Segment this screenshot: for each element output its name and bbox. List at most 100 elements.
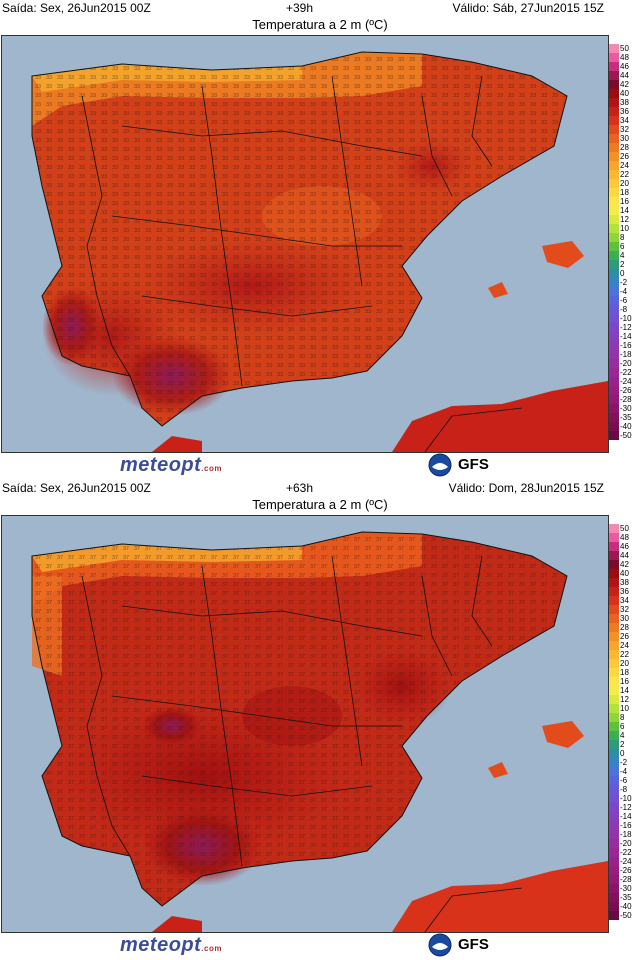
colorbar-swatch <box>609 116 619 126</box>
colorbar-label: -22 <box>620 847 632 857</box>
colorbar-swatch <box>609 803 619 813</box>
colorbar-label: 26 <box>620 151 629 161</box>
colorbar-swatch <box>609 686 619 696</box>
colorbar-swatch <box>609 53 619 63</box>
noaa-logo-icon <box>428 453 452 477</box>
colorbar-swatch <box>609 350 619 360</box>
colorbar-label: 28 <box>620 622 629 632</box>
colorbar-label: -8 <box>620 304 628 314</box>
colorbar-label: -30 <box>620 403 632 413</box>
panel-header: Saída: Sex, 26Jun2015 00Z +39h Válido: S… <box>0 0 640 16</box>
colorbar-swatch <box>609 848 619 858</box>
colorbar-label: 20 <box>620 178 629 188</box>
colorbar-label: 16 <box>620 196 629 206</box>
colorbar-swatch <box>609 215 619 225</box>
colorbar-label: -28 <box>620 874 632 884</box>
colorbar-swatch <box>609 269 619 279</box>
colorbar-swatch <box>609 305 619 315</box>
colorbar-label: -30 <box>620 883 632 893</box>
colorbar-label: 6 <box>620 241 625 251</box>
colorbar-swatch <box>609 641 619 651</box>
colorbar-labels: 50 48 46 44 42 40 38 36 34 32 30 28 26 24 22 20 18 16 14 12… <box>620 44 640 440</box>
colorbar-label: 10 <box>620 703 629 713</box>
panel-footer: meteopt.com GFS <box>0 452 640 480</box>
colorbar-label: -20 <box>620 358 632 368</box>
colorbar-label: 18 <box>620 667 629 677</box>
colorbar-swatch <box>609 80 619 90</box>
colorbar-label: -16 <box>620 820 632 830</box>
colorbar-labels: 50 48 46 44 42 40 38 36 34 32 30 28 26 24 22 20 18 16 14 12… <box>620 524 640 920</box>
colorbar-label: -35 <box>620 892 632 902</box>
colorbar-label: -26 <box>620 385 632 395</box>
balearic-islands <box>488 241 584 298</box>
colorbar-label: 24 <box>620 640 629 650</box>
colorbar-swatch <box>609 359 619 369</box>
colorbar-label: 50 <box>620 523 629 533</box>
colorbar-label: 2 <box>620 739 625 749</box>
colorbar-label: 34 <box>620 115 629 125</box>
colorbar-swatch <box>609 524 619 534</box>
valid-time: Válido: Dom, 28Jun2015 15Z <box>448 481 604 495</box>
colorbar-label: 16 <box>620 676 629 686</box>
forecast-step: +63h <box>286 481 314 495</box>
colorbar-label: 38 <box>620 577 629 587</box>
colorbar-label: -16 <box>620 340 632 350</box>
colorbar-label: -12 <box>620 322 632 332</box>
colorbar-label: -8 <box>620 784 628 794</box>
colorbar-swatch <box>609 152 619 162</box>
colorbar-label: 6 <box>620 721 625 731</box>
colorbar-swatch <box>609 206 619 216</box>
colorbar-label: -24 <box>620 856 632 866</box>
colorbar-swatch <box>609 107 619 117</box>
colorbar-swatch <box>609 332 619 342</box>
colorbar-swatch <box>609 569 619 579</box>
colorbar-label: 40 <box>620 88 629 98</box>
colorbar-label: 12 <box>620 694 629 704</box>
colorbar-label: 24 <box>620 160 629 170</box>
colorbar-swatch <box>609 623 619 633</box>
colorbar-swatch <box>609 821 619 831</box>
colorbar-swatch <box>609 44 619 54</box>
colorbar-swatch <box>609 839 619 849</box>
colorbar-label: -20 <box>620 838 632 848</box>
colorbar-swatch <box>609 161 619 171</box>
meteopt-logo: meteopt.com <box>120 934 222 956</box>
colorbar-swatch <box>609 551 619 561</box>
colorbar-label: 30 <box>620 133 629 143</box>
region-borders <box>31 531 568 932</box>
colorbar-label: -14 <box>620 811 632 821</box>
colorbar-label: 18 <box>620 187 629 197</box>
colorbar-swatch <box>609 740 619 750</box>
colorbar-label: -50 <box>620 430 632 440</box>
colorbar-swatch <box>609 632 619 642</box>
colorbar-label: -6 <box>620 295 628 305</box>
north-africa <box>392 381 608 452</box>
colorbar-label: 12 <box>620 214 629 224</box>
colorbar-label: 22 <box>620 169 629 179</box>
colorbar-label: 30 <box>620 613 629 623</box>
colorbar-swatch <box>609 377 619 387</box>
colorbar-swatch <box>609 533 619 543</box>
colorbar-label: 10 <box>620 223 629 233</box>
panel-header: Saída: Sex, 26Jun2015 00Z +63h Válido: D… <box>0 480 640 496</box>
colorbar-label: 36 <box>620 106 629 116</box>
colorbar-label: 40 <box>620 568 629 578</box>
issue-time: Saída: Sex, 26Jun2015 00Z <box>2 481 151 495</box>
colorbar-label: -28 <box>620 394 632 404</box>
colorbar-label: 28 <box>620 142 629 152</box>
colorbar-label: -10 <box>620 313 632 323</box>
colorbar-label: 42 <box>620 559 629 569</box>
colorbar-swatch <box>609 224 619 234</box>
model-name: GFS <box>458 456 489 473</box>
colorbar-swatch <box>609 134 619 144</box>
forecast-step: +39h <box>286 1 314 15</box>
colorbar-label: 44 <box>620 70 629 80</box>
colorbar-swatch <box>609 749 619 759</box>
colorbar-swatch <box>609 911 619 920</box>
colorbar-swatch <box>609 179 619 189</box>
colorbar-swatch <box>609 677 619 687</box>
colorbar-swatch <box>609 893 619 903</box>
colorbar-label: -50 <box>620 910 632 920</box>
colorbar <box>609 524 619 920</box>
colorbar-swatch <box>609 758 619 768</box>
